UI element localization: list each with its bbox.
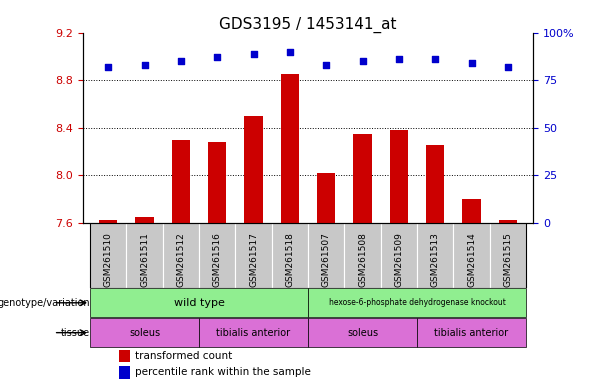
Bar [426,146,444,223]
Point [466,60,476,66]
Text: soleus: soleus [129,328,160,338]
Text: GSM261515: GSM261515 [503,232,512,287]
Bar [245,116,262,223]
Point [394,56,404,62]
Bar [308,223,345,288]
Point [212,54,222,60]
Bar [208,142,226,223]
Text: GSM261510: GSM261510 [104,232,113,287]
Point [357,58,367,64]
Text: GSM261517: GSM261517 [249,232,258,287]
Text: GSM261511: GSM261511 [140,232,149,287]
Text: GSM261516: GSM261516 [213,232,222,287]
Bar [272,223,308,288]
Point [103,64,113,70]
Bar [345,223,381,288]
Point [503,64,513,70]
Text: genotype/variation: genotype/variation [0,298,90,308]
Text: wild type: wild type [173,298,224,308]
Bar [99,220,117,223]
Bar [308,288,526,317]
Bar [381,223,417,288]
Bar [90,318,199,347]
Bar [281,74,299,223]
Point [249,50,259,56]
Bar [172,139,190,223]
Point [321,62,331,68]
Text: GSM261513: GSM261513 [431,232,440,287]
Bar [417,318,526,347]
Bar [90,288,308,317]
Bar [417,223,454,288]
Bar [199,223,235,288]
Title: GDS3195 / 1453141_at: GDS3195 / 1453141_at [219,17,397,33]
Text: GSM261507: GSM261507 [322,232,330,287]
Bar [499,220,517,223]
Bar [199,318,308,347]
Text: GSM261514: GSM261514 [467,232,476,287]
Bar [490,223,526,288]
Bar [126,223,162,288]
Text: soleus: soleus [347,328,378,338]
Text: hexose-6-phosphate dehydrogenase knockout: hexose-6-phosphate dehydrogenase knockou… [329,298,506,307]
Text: percentile rank within the sample: percentile rank within the sample [135,367,310,377]
Bar [308,318,417,347]
Bar [119,366,130,379]
Bar [162,223,199,288]
Bar [90,223,126,288]
Point [176,58,186,64]
Text: GSM261518: GSM261518 [286,232,294,287]
Text: transformed count: transformed count [135,351,232,361]
Bar [119,350,130,362]
Bar [317,173,335,223]
Bar [454,223,490,288]
Point [140,62,150,68]
Text: tibialis anterior: tibialis anterior [435,328,509,338]
Point [285,48,295,55]
Text: tibialis anterior: tibialis anterior [216,328,291,338]
Bar [462,199,481,223]
Text: GSM261512: GSM261512 [177,232,185,287]
Text: tissue: tissue [61,328,90,338]
Text: GSM261508: GSM261508 [358,232,367,287]
Bar [354,134,371,223]
Bar [235,223,272,288]
Bar [390,130,408,223]
Point [430,56,440,62]
Bar [135,217,154,223]
Text: GSM261509: GSM261509 [394,232,403,287]
